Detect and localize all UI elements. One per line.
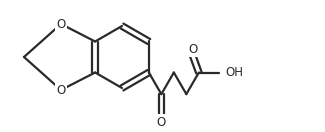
Text: O: O xyxy=(157,116,166,129)
Text: O: O xyxy=(188,43,198,56)
Text: O: O xyxy=(56,18,66,30)
Text: OH: OH xyxy=(226,66,244,79)
Text: O: O xyxy=(56,84,66,96)
